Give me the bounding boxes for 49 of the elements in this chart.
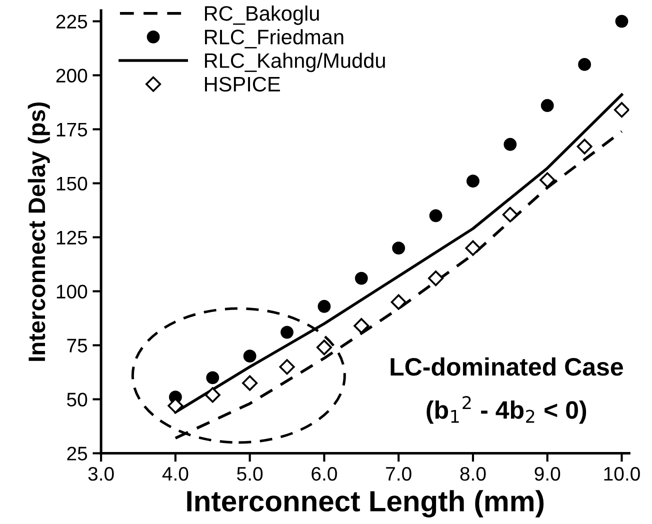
point [316,340,332,356]
legend-label: RLC_Kahng/Muddu [205,52,385,72]
y-tick-label: 100 [56,284,88,299]
point [354,318,370,334]
point [242,375,258,391]
x-axis-title: Interconnect Length (mm) [187,490,544,518]
point [392,242,406,255]
legend-label: RC_Bakoglu [205,6,319,25]
x-tick-label: 6.0 [312,466,337,481]
point [504,138,517,151]
y-tick-label: 75 [67,338,88,352]
x-tick-label: 3.0 [88,466,114,481]
legend-label: RLC_Friedman [205,29,344,48]
x-tick-label: 9.0 [534,466,560,481]
point [502,206,518,222]
point [204,387,220,403]
point [206,371,220,384]
x-tick-label: 8.0 [460,466,486,481]
point [390,294,406,310]
y-tick-label: 175 [56,122,88,137]
point [318,300,331,313]
x-tick-label: 4.0 [162,466,188,481]
legend-label: HSPICE [205,76,280,92]
y-tick-label: 150 [56,176,88,191]
point [540,99,554,112]
point [466,174,480,188]
point [578,58,592,71]
point [429,209,442,222]
point [465,240,481,256]
point [615,14,628,28]
point [576,138,592,154]
point [279,359,295,375]
x-tick-label: 10.0 [604,466,640,481]
point [540,172,556,188]
point [243,350,256,363]
y-axis-title: Interconnect Delay (ps) [28,102,50,361]
x-tick-label: 7.0 [386,466,412,481]
y-tick-label: 125 [56,230,88,245]
x-tick-label: 5.0 [237,466,263,481]
point [614,102,630,118]
point [428,270,444,286]
y-tick-label: 225 [56,14,88,29]
y-tick-label: 25 [67,446,88,460]
point [354,272,368,285]
annotation: LC-dominated Case [390,357,623,376]
annotation: (b$_{1}$$^{2}$ - 4b$_{2}$ < 0) [426,396,586,424]
point [280,326,294,339]
y-tick-label: 200 [56,68,88,83]
y-tick-label: 50 [67,392,88,406]
